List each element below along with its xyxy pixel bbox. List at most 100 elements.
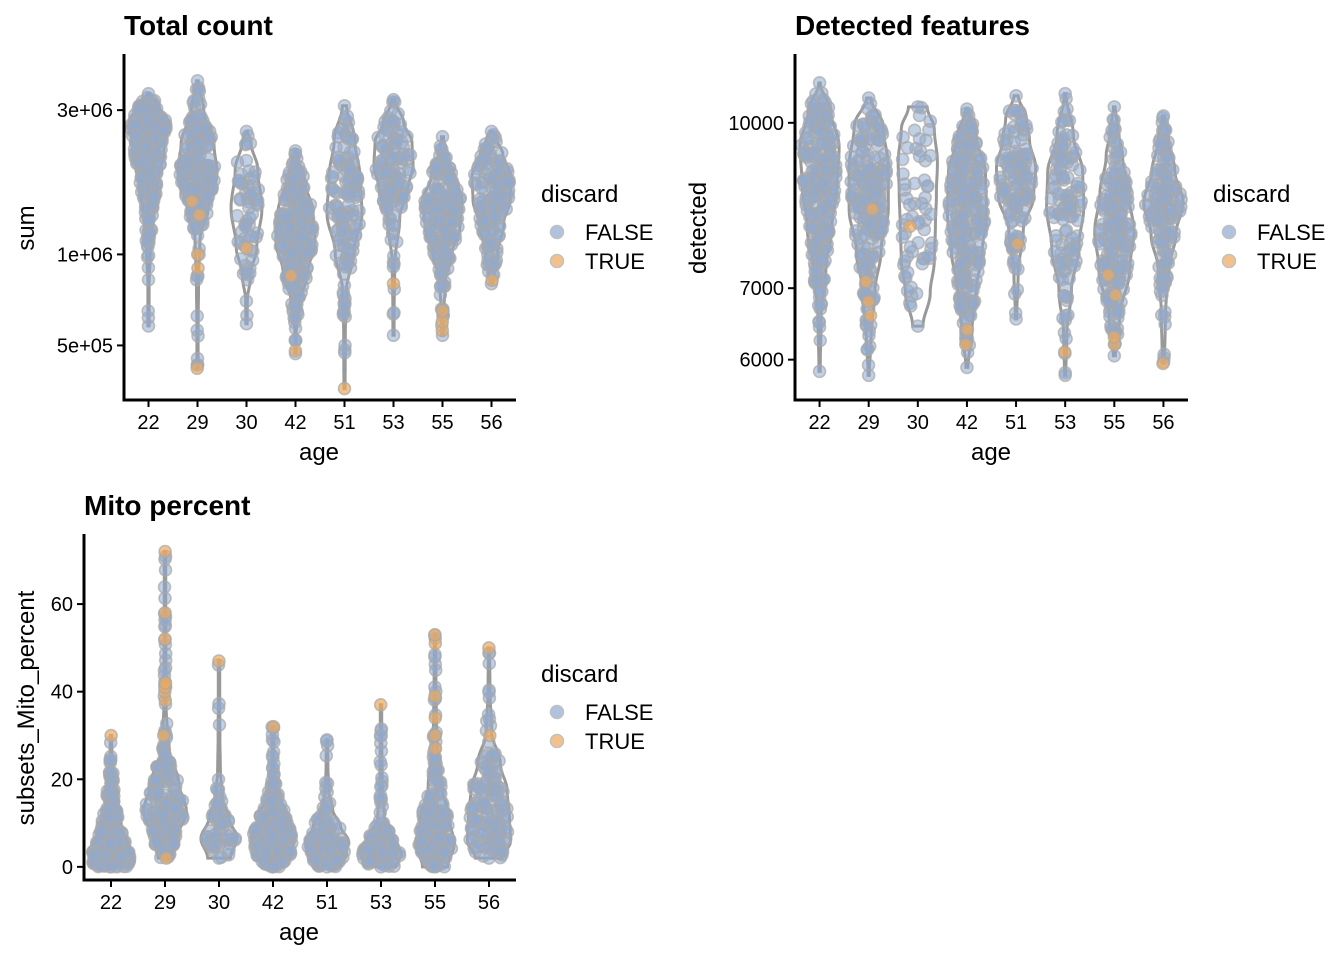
- point-false: [487, 258, 501, 273]
- point-false: [141, 272, 156, 287]
- detected-features-points-55: [1092, 100, 1138, 363]
- point-false: [385, 150, 399, 165]
- point-false: [895, 152, 910, 167]
- point-false: [421, 193, 436, 207]
- point-true: [386, 276, 401, 291]
- point-false: [845, 186, 859, 200]
- point-false: [325, 169, 340, 184]
- point-false: [230, 155, 245, 169]
- point-false: [370, 818, 384, 833]
- point-false: [374, 860, 388, 874]
- point-false: [1156, 109, 1171, 123]
- point-false: [867, 187, 882, 202]
- legend-key-true: [549, 733, 565, 749]
- point-false: [1001, 124, 1016, 138]
- point-false: [900, 141, 915, 155]
- point-false: [1058, 86, 1072, 101]
- point-false: [1061, 200, 1076, 215]
- point-false: [912, 132, 927, 146]
- point-false: [1056, 311, 1070, 326]
- point-false: [158, 646, 173, 661]
- total-count-x-tick-label: 30: [235, 412, 257, 434]
- legend-label-false: FALSE: [1257, 220, 1325, 245]
- mito-percent-points-51: [301, 733, 352, 874]
- point-false: [861, 91, 876, 105]
- total-count-x-tick-label: 29: [186, 412, 208, 434]
- point-false: [386, 328, 401, 343]
- point-false: [374, 744, 389, 758]
- point-false: [374, 728, 389, 743]
- point-false: [331, 209, 345, 223]
- point-false: [335, 839, 349, 853]
- point-true: [158, 544, 172, 559]
- point-false: [822, 195, 837, 209]
- point-false: [1113, 145, 1128, 159]
- point-false: [414, 844, 429, 858]
- point-false: [1047, 210, 1061, 225]
- point-false: [274, 815, 288, 830]
- point-false: [1152, 208, 1167, 222]
- point-false: [492, 835, 506, 849]
- point-false: [147, 773, 162, 787]
- point-false: [207, 173, 221, 188]
- point-false: [1174, 192, 1188, 207]
- point-false: [403, 166, 417, 180]
- point-true: [428, 689, 442, 703]
- total-count-x-tick-label: 22: [137, 412, 159, 434]
- point-false: [194, 110, 208, 124]
- point-false: [487, 819, 502, 834]
- legend-key-true: [549, 253, 565, 269]
- point-true: [428, 741, 443, 756]
- point-false: [104, 860, 118, 874]
- point-false: [861, 368, 876, 383]
- point-false: [141, 319, 156, 333]
- point-false: [966, 284, 980, 298]
- point-false: [301, 839, 316, 854]
- mito-percent-points-42: [246, 719, 299, 874]
- total-count-y-tick-label: 1e+06: [57, 244, 113, 266]
- detected-features-y-ticks: 6000 7000 10000: [728, 113, 795, 372]
- point-false: [320, 733, 334, 747]
- point-false: [442, 196, 456, 211]
- point-false: [953, 257, 968, 272]
- legend-key-false: [1221, 224, 1237, 240]
- point-false: [428, 650, 442, 664]
- point-true: [865, 202, 880, 216]
- point-false: [98, 848, 113, 863]
- point-true: [1108, 288, 1123, 302]
- point-false: [1002, 209, 1017, 223]
- point-false: [1008, 103, 1023, 118]
- point-false: [266, 756, 281, 771]
- point-false: [178, 153, 193, 168]
- point-false: [382, 824, 396, 839]
- legend-key-true: [1221, 253, 1237, 269]
- legend-label-false: FALSE: [585, 220, 653, 245]
- point-false: [1093, 224, 1108, 238]
- point-false: [812, 320, 827, 335]
- point-false: [1153, 271, 1167, 286]
- point-false: [854, 248, 868, 263]
- detected-features-points-42: [942, 102, 992, 375]
- total-count-legend: discard FALSE TRUE: [541, 181, 653, 274]
- point-false: [800, 204, 815, 218]
- mito-percent-points-29: [139, 544, 190, 865]
- detected-features-points-30: [895, 100, 939, 333]
- point-false: [827, 183, 842, 198]
- point-false: [348, 227, 363, 242]
- detected-features-points-53: [1043, 86, 1088, 383]
- point-false: [473, 192, 488, 206]
- point-false: [816, 176, 831, 191]
- total-count-points-42: [270, 144, 320, 361]
- point-false: [1056, 169, 1070, 184]
- point-true: [482, 728, 497, 743]
- point-false: [386, 92, 401, 107]
- point-false: [1114, 233, 1128, 247]
- point-false: [377, 166, 391, 180]
- legend-title: discard: [1213, 181, 1290, 208]
- point-false: [956, 232, 971, 246]
- point-false: [1105, 166, 1119, 180]
- point-false: [813, 252, 828, 267]
- point-false: [502, 175, 516, 189]
- point-false: [471, 839, 486, 854]
- point-false: [190, 309, 204, 323]
